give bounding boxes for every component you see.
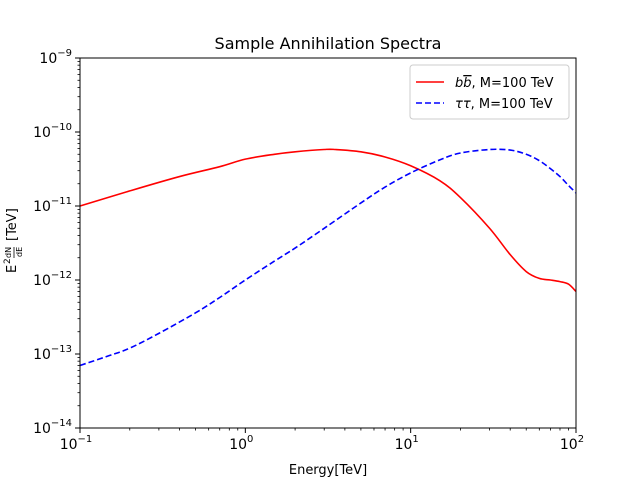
y-axis-label: E 2 dN dE [TeV] <box>3 208 24 273</box>
x-tick-label: 100 <box>229 434 253 453</box>
x-tick-label: 10−1 <box>60 434 93 453</box>
series-line-tautau <box>79 148 577 367</box>
y-tick-label: 10−14 <box>33 418 72 437</box>
x-axis-label: Energy[TeV] <box>289 463 367 478</box>
svg-text:[TeV]: [TeV] <box>5 208 20 241</box>
x-tick-label: 101 <box>395 434 419 453</box>
series-line-bb <box>79 148 577 293</box>
y-tick-label: 10−10 <box>33 122 72 141</box>
legend-box <box>409 64 570 120</box>
legend: bb, M=100 TeV ττ, M=100 TeV <box>409 64 570 120</box>
y-tick-label: 10−12 <box>33 270 72 289</box>
legend-label-tautau: ττ, M=100 TeV <box>455 97 553 112</box>
plot-frame <box>79 57 577 429</box>
x-axis: 10−1 100 101 102 <box>60 428 584 453</box>
legend-label-bb: bb, M=100 TeV <box>455 76 554 91</box>
svg-text:dE: dE <box>15 247 24 257</box>
y-tick-label: 10−13 <box>33 344 72 363</box>
svg-text:E: E <box>5 265 20 273</box>
svg-text:dN: dN <box>4 247 13 258</box>
x-tick-label: 102 <box>560 434 584 453</box>
svg-text:2: 2 <box>3 258 13 264</box>
y-tick-label: 10−11 <box>33 196 72 215</box>
plot-series <box>79 148 577 367</box>
chart-title: Sample Annihilation Spectra <box>215 34 442 53</box>
y-tick-label: 10−9 <box>39 48 72 67</box>
y-axis: 10−14 10−13 10−12 10−11 10−10 10−9 <box>33 48 80 437</box>
